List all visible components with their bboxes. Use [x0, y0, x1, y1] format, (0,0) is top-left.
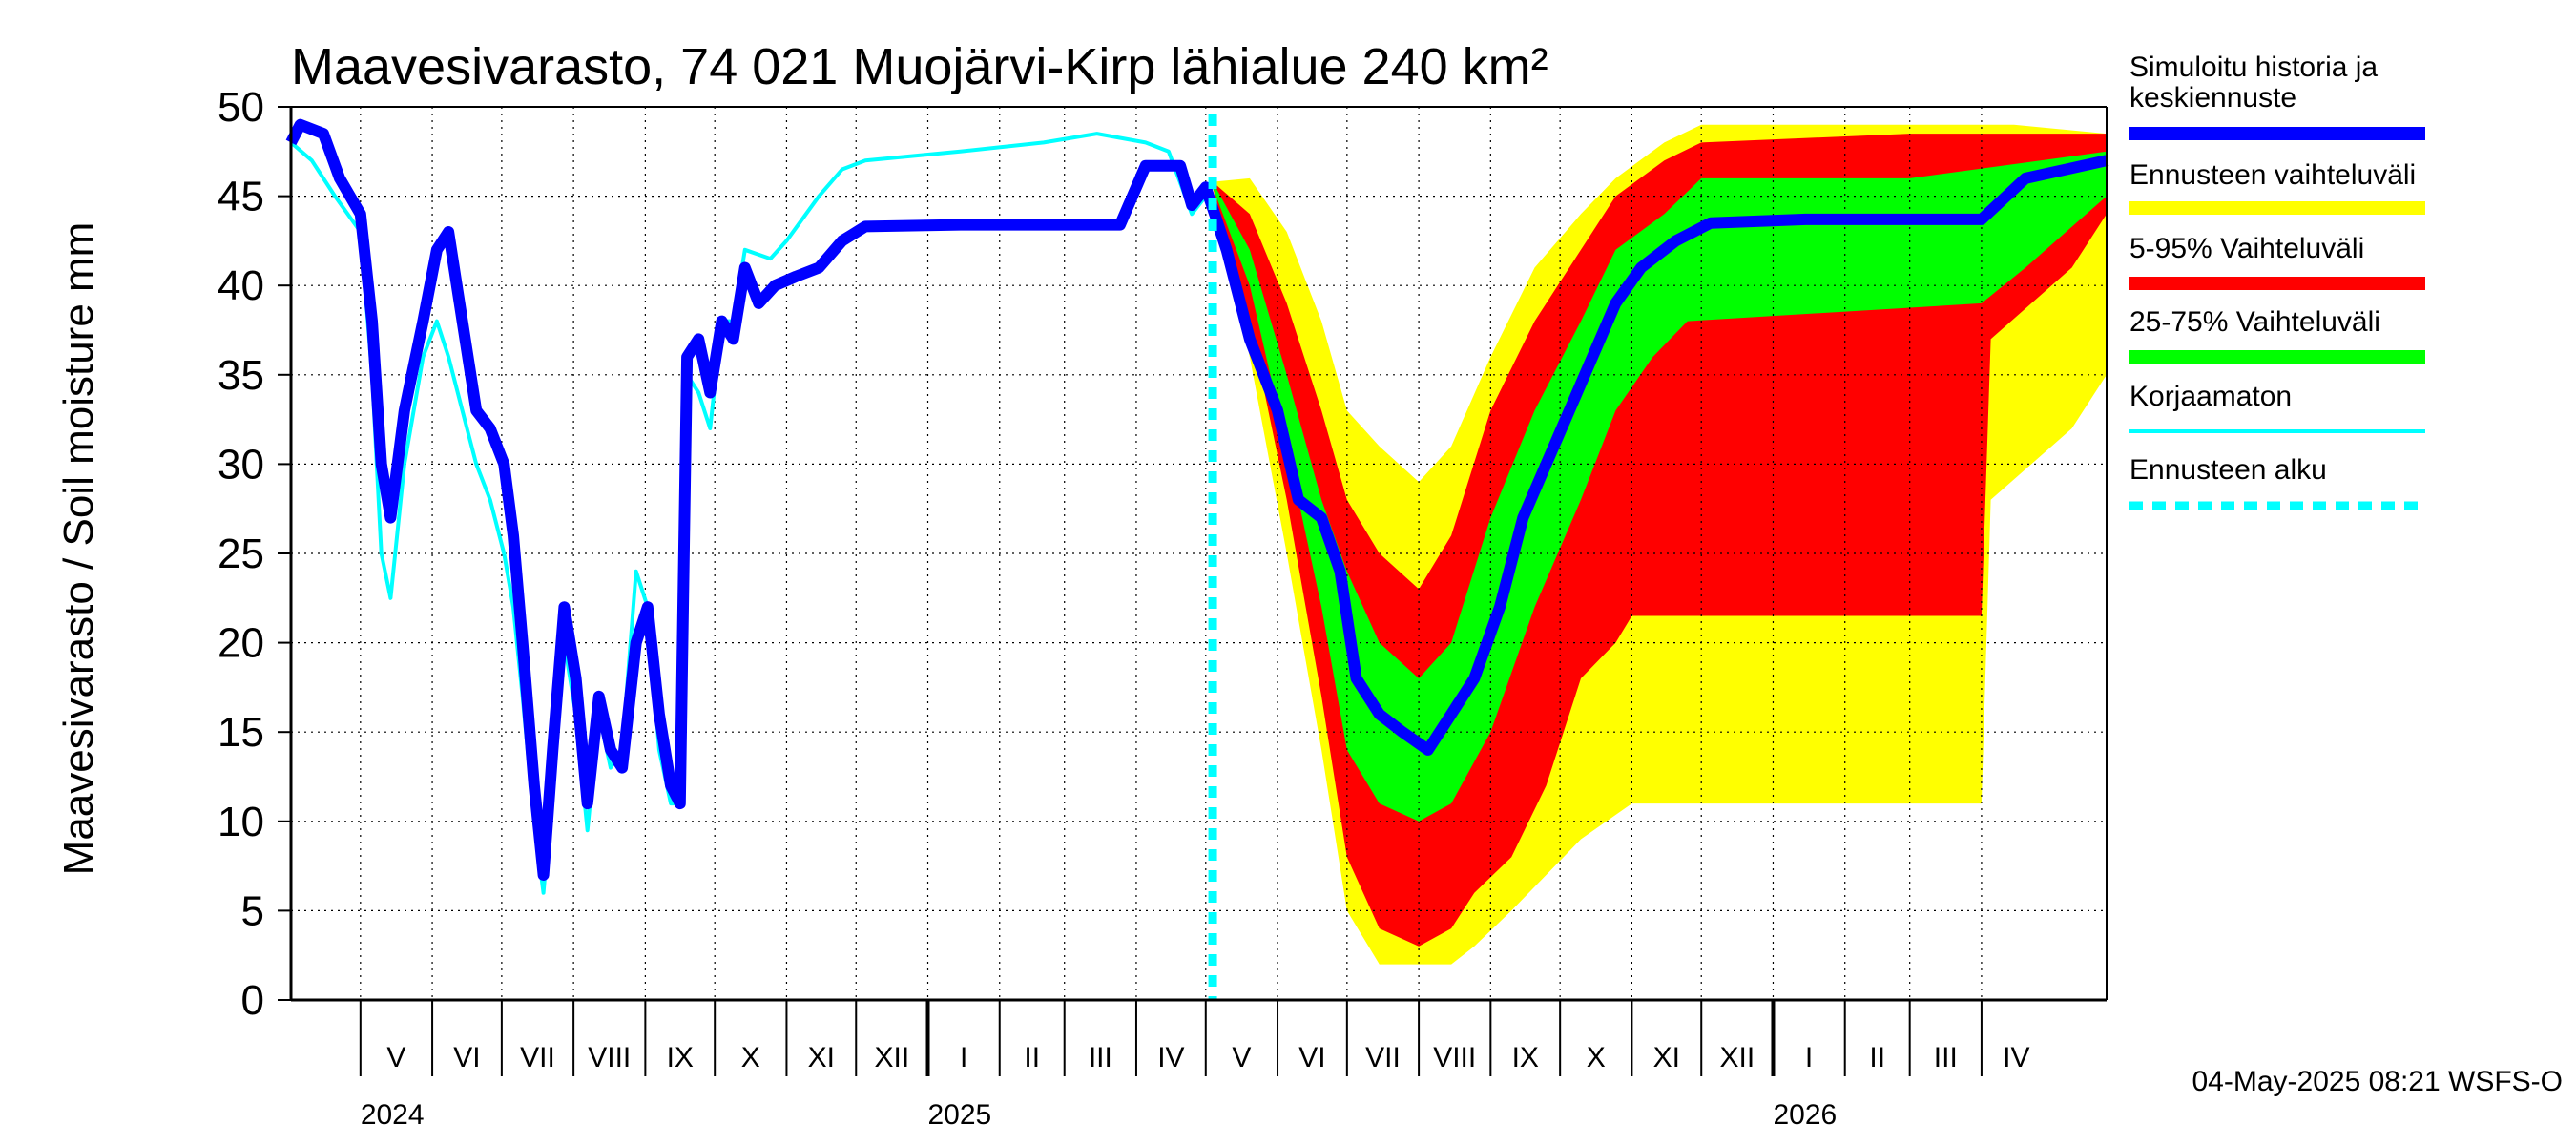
series-korjaamaton — [289, 132, 1215, 895]
y-tick-label: 5 — [241, 887, 264, 934]
x-month-label: VII — [1365, 1042, 1401, 1073]
x-month-label: IX — [667, 1042, 694, 1073]
y-tick-label: 40 — [218, 262, 264, 309]
x-month-label: VII — [520, 1042, 555, 1073]
x-month-label: XII — [1720, 1042, 1755, 1073]
x-month-label: X — [741, 1042, 760, 1073]
y-axis-title: Maavesivarasto / Soil moisture mm — [55, 222, 102, 876]
x-month-label: IX — [1512, 1042, 1539, 1073]
x-month-label: III — [1934, 1042, 1958, 1073]
x-month-label: V — [386, 1042, 405, 1073]
x-month-label: II — [1869, 1042, 1885, 1073]
x-year-label: 2026 — [1773, 1099, 1837, 1131]
y-tick-label: 30 — [218, 441, 264, 488]
x-month-label: VI — [453, 1042, 480, 1073]
legend-label: Simuloitu historia ja keskiennuste — [2129, 52, 2378, 114]
legend-label: Korjaamaton — [2129, 381, 2292, 412]
y-tick-label: 35 — [218, 352, 264, 399]
x-year-label: 2024 — [361, 1099, 425, 1131]
legend: Simuloitu historia ja keskiennuste Ennuste… — [2129, 52, 2425, 510]
x-month-label: II — [1024, 1042, 1040, 1073]
y-tick-label: 45 — [218, 174, 264, 220]
x-month-label: I — [1805, 1042, 1813, 1073]
y-tick-label: 20 — [218, 620, 264, 667]
x-month-label: VIII — [588, 1042, 631, 1073]
y-tick-label: 50 — [218, 84, 264, 131]
x-month-label: XI — [1653, 1042, 1680, 1073]
x-month-label: IV — [1157, 1042, 1184, 1073]
x-month-label: X — [1587, 1042, 1606, 1073]
y-tick-label: 15 — [218, 709, 264, 756]
x-month-label: V — [1232, 1042, 1251, 1073]
y-tick-label: 25 — [218, 531, 264, 577]
x-month-label: VIII — [1433, 1042, 1476, 1073]
x-month-label: IV — [2003, 1042, 2029, 1073]
y-tick-label: 10 — [218, 799, 264, 845]
timestamp-footer: 04-May-2025 08:21 WSFS-O — [2192, 1066, 2564, 1097]
x-year-label: 2025 — [928, 1099, 992, 1131]
legend-label: Ennusteen alku — [2129, 454, 2327, 486]
y-tick-label: 0 — [241, 977, 264, 1024]
band-p25-75 — [1213, 151, 2107, 822]
chart-title: Maavesivarasto, 74 021 Muojärvi-Kirp läh… — [291, 38, 1548, 95]
x-month-label: I — [960, 1042, 967, 1073]
legend-label: 5-95% Vaihteluväli — [2129, 233, 2364, 264]
x-month-label: VI — [1298, 1042, 1325, 1073]
x-month-label: III — [1089, 1042, 1112, 1073]
x-month-label: XI — [808, 1042, 835, 1073]
series-simulated-median — [285, 118, 2109, 881]
legend-label: Ennusteen vaihteluväli — [2129, 159, 2416, 191]
x-month-label: XII — [875, 1042, 910, 1073]
legend-label: 25-75% Vaihteluväli — [2129, 306, 2380, 338]
